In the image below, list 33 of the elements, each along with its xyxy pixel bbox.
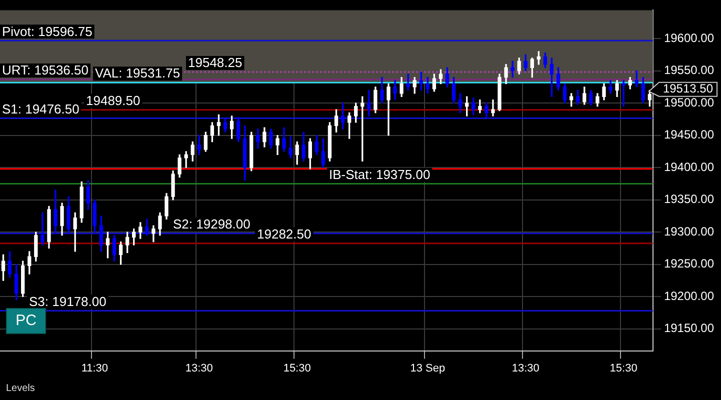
- y-tick-label: 19400.00: [664, 160, 714, 174]
- y-tick-label: 19550.00: [664, 63, 714, 78]
- y-tick-label: 19450.00: [664, 128, 714, 142]
- y-tick-label: 19200.00: [664, 288, 714, 303]
- x-tick-label: 11:30: [81, 362, 108, 374]
- text: Levels: [6, 383, 35, 394]
- ref-line-label: S3: 19178.00: [29, 294, 106, 309]
- y-tick-label: 19300.00: [664, 224, 714, 238]
- x-tick-label: 13 Sep: [410, 362, 446, 374]
- y-tick-label: 19250.00: [664, 256, 714, 271]
- y-tick-label: 19150.00: [664, 321, 714, 336]
- text: 19513.50: [662, 82, 714, 96]
- ref-line-label: 19489.50: [86, 92, 140, 108]
- x-tick-label: 15:30: [283, 362, 311, 374]
- x-tick-label: 15:30: [610, 362, 638, 374]
- candlestick: [510, 60, 514, 78]
- ref-line-label: S2: 19298.00: [173, 216, 250, 232]
- x-tick-label: 13:30: [512, 362, 540, 374]
- ref-line-label: Pivot: 19596.75: [2, 24, 92, 39]
- ref-line-label: VAL: 19531.75: [95, 66, 180, 81]
- y-tick-label: 19350.00: [664, 192, 714, 206]
- ref-line-label: S1: 19476.50: [2, 101, 80, 116]
- ref-line-label: IB-Stat: 19375.00: [329, 166, 430, 182]
- candlestick: [622, 80, 626, 107]
- ref-line-label: 19282.50: [257, 226, 312, 242]
- y-tick-label: 19600.00: [664, 30, 714, 45]
- candlestick: [40, 212, 44, 246]
- annotation: PC: [6, 308, 46, 334]
- x-tick-label: 13:30: [185, 362, 213, 374]
- ref-line-label: 19548.25: [188, 55, 242, 70]
- y-tick-label: 19500.00: [664, 95, 714, 110]
- candlestick: [491, 100, 495, 116]
- ref-line-label: URT: 19536.50: [2, 62, 88, 78]
